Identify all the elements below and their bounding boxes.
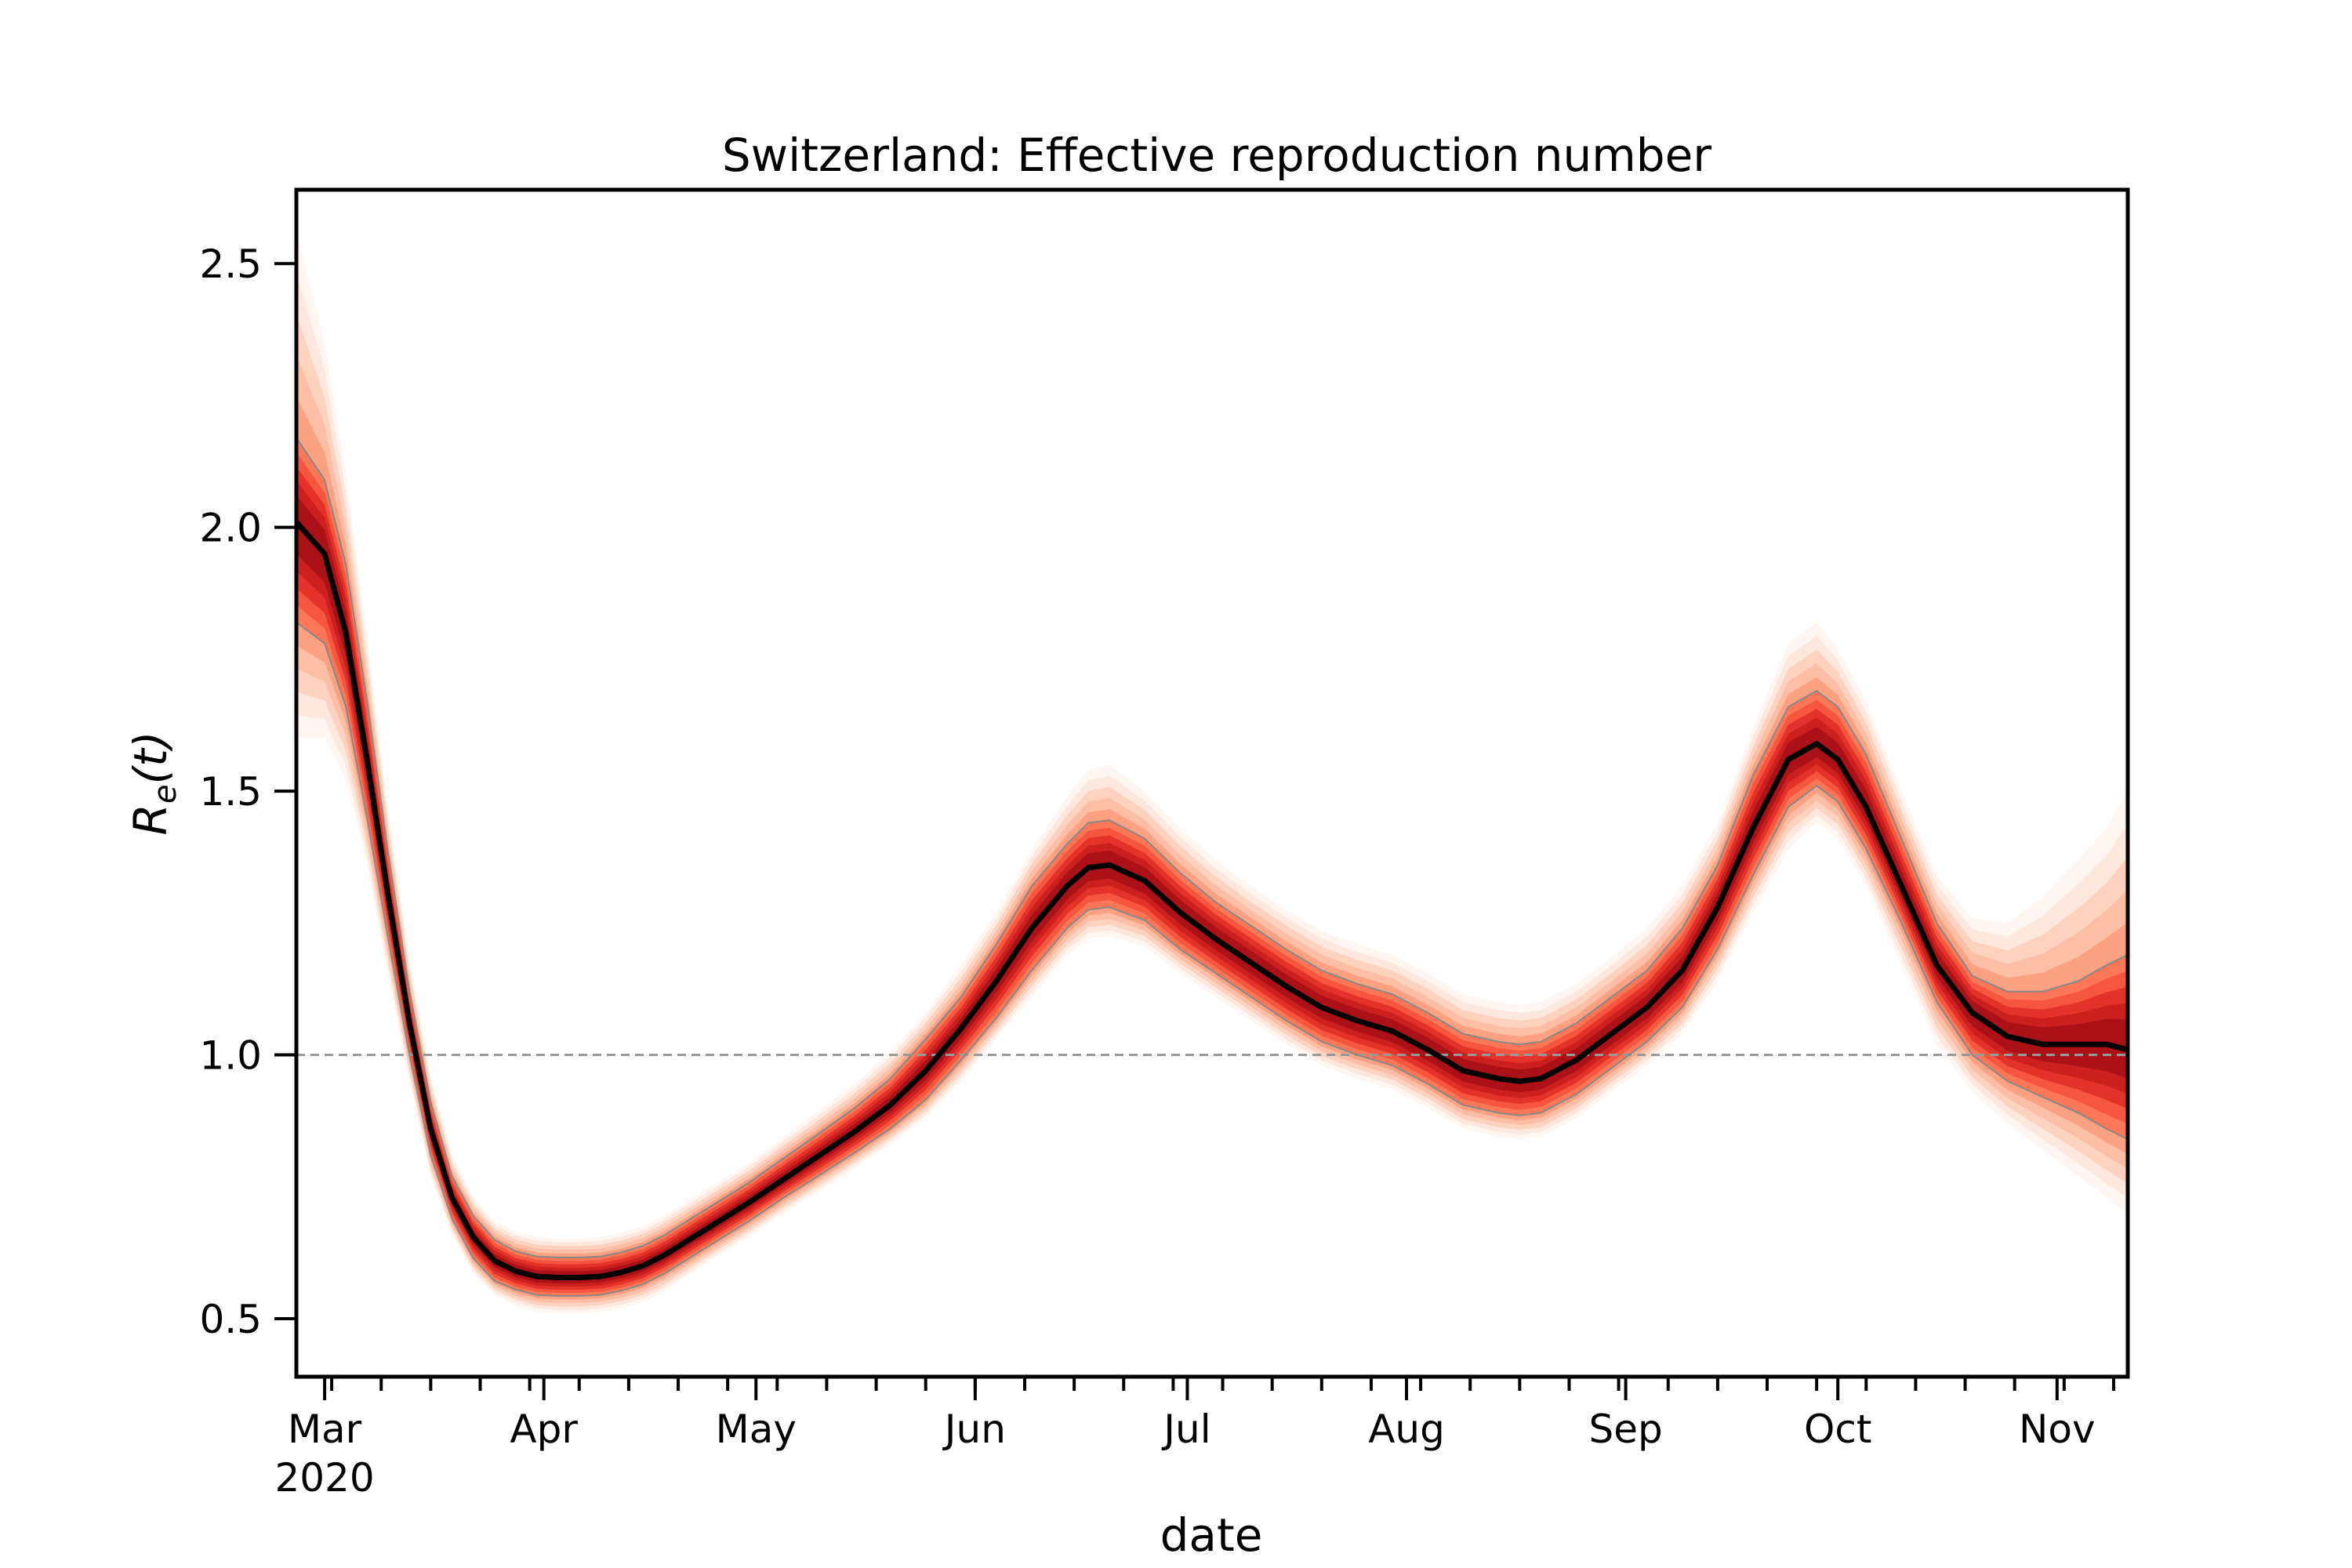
x-tick-label-4: Jun bbox=[942, 1406, 1006, 1452]
x-tick-label-5: Jul bbox=[1161, 1406, 1210, 1452]
y-axis-label-main: R bbox=[124, 804, 177, 835]
y-tick-label-4: 2.0 bbox=[199, 506, 262, 551]
band-outer-layer-1 bbox=[296, 231, 2128, 1314]
x-tick-label-9: Nov bbox=[2019, 1406, 2096, 1452]
y-axis-label: Re(t) bbox=[124, 731, 183, 836]
x-axis: Mar Apr May Jun Jul Aug Sep Oct Nov 2020 bbox=[274, 1377, 2115, 1501]
y-tick-label-3: 1.5 bbox=[199, 769, 262, 815]
median-line bbox=[294, 520, 2129, 1280]
x-tick-label-1: Mar bbox=[288, 1406, 362, 1452]
plot-area bbox=[294, 231, 2129, 1314]
quantile-lines bbox=[296, 437, 2129, 1298]
quantile-line-lower bbox=[296, 621, 2129, 1298]
x-tick-label-2: Apr bbox=[510, 1406, 578, 1452]
x-tick-label-6: Aug bbox=[1368, 1406, 1445, 1452]
x-tick-label-7: Sep bbox=[1589, 1406, 1663, 1452]
y-tick-label-1: 0.5 bbox=[199, 1297, 262, 1342]
x-tick-label-8: Oct bbox=[1804, 1406, 1871, 1452]
chart-title: Switzerland: Effective reproduction numb… bbox=[722, 129, 1711, 182]
quantile-line-upper bbox=[296, 437, 2129, 1258]
y-axis-label-suffix: (t) bbox=[124, 731, 177, 785]
y-axis: 0.5 1.0 1.5 2.0 2.5 bbox=[199, 241, 296, 1342]
y-tick-label-2: 1.0 bbox=[199, 1033, 262, 1079]
axes-frame bbox=[294, 187, 2130, 1379]
y-tick-label-5: 2.5 bbox=[199, 241, 262, 287]
y-axis-label-subscript: e bbox=[147, 785, 183, 804]
x-year-label: 2020 bbox=[274, 1455, 374, 1501]
x-tick-label-3: May bbox=[716, 1406, 797, 1452]
x-axis-label: date bbox=[1160, 1508, 1263, 1562]
